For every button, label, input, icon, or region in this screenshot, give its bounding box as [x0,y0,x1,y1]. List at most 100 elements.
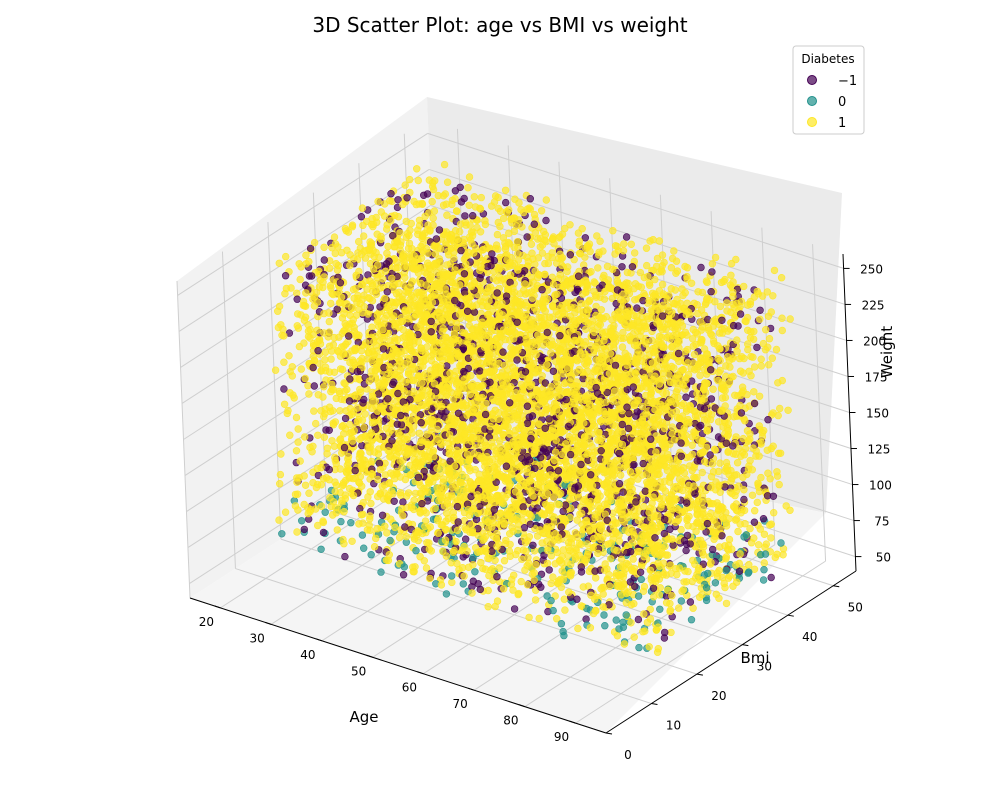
scatter-point [722,519,731,527]
scatter-point [409,404,417,412]
scatter-point [452,207,461,215]
scatter-point [346,420,354,429]
scatter-point [300,339,308,347]
scatter-point [428,182,437,191]
scatter-point [344,465,352,473]
scatter-point [414,338,423,346]
scatter-point [716,488,724,496]
scatter-point [404,489,413,497]
scatter-point [320,243,328,252]
grid-line-weight-left [178,169,430,332]
scatter-point [739,434,747,443]
scatter-point [476,228,485,236]
scatter-point [655,237,663,245]
scatter-point [587,268,595,276]
scatter-point [455,435,463,443]
scatter-point [483,262,492,271]
scatter-point [627,240,635,249]
scatter-point [761,346,770,354]
scatter-point [630,285,638,293]
scatter-point [738,505,746,514]
scatter-point [620,240,628,248]
scatter-point [729,300,737,308]
scatter-point [531,267,539,275]
scatter-point [749,335,758,343]
scatter-point [769,442,777,450]
scatter-point [775,404,784,413]
scatter-point [375,459,384,468]
scatter-point [432,235,441,243]
scatter-point [727,259,736,268]
scatter-point [423,190,432,198]
scatter-point [423,225,431,234]
scatter-point [304,382,312,390]
scatter-point [723,299,731,307]
scatter-point [341,414,350,423]
scatter-point [753,343,761,352]
scatter-point [341,225,350,233]
scatter-point [403,229,412,238]
scatter-point [392,290,401,298]
scatter-point [495,263,503,272]
scatter-point [570,255,578,264]
grid-line-bmi-floor [235,568,652,705]
scatter-point [310,238,319,247]
scatter-point [776,449,785,457]
scatter-point [366,344,375,352]
scatter-point [769,509,778,517]
scatter-point [786,315,794,323]
scatter-point [340,379,348,387]
scatter-point [333,266,342,274]
scatter-point [631,296,639,304]
scatter-point [777,274,786,282]
scatter-point [435,226,444,234]
scatter-point [544,259,553,268]
scatter-point [364,493,372,501]
scatter-point [347,518,355,527]
scatter-point [352,330,361,338]
scatter-point [328,289,336,298]
scatter-point [707,288,715,296]
scatter-point [421,212,429,221]
scatter-point [741,444,750,453]
scatter-point [746,435,754,443]
scatter-point [326,264,334,272]
scatter-point [313,464,321,473]
scatter-point [439,192,448,200]
scatter-point [523,233,531,241]
scatter-point [399,200,407,209]
scatter-point [763,288,771,296]
scatter-point [344,459,353,467]
scatter-point [286,431,294,439]
scatter-point [733,336,741,344]
scatter-point [723,467,732,475]
scatter-point [379,345,388,353]
scatter-point [619,247,628,255]
scatter-point [737,409,746,417]
scatter-point [394,213,403,221]
scatter-point [465,201,473,210]
scatter-point [736,310,745,318]
scatter-point [335,333,343,341]
scatter-point [355,375,363,383]
scatter-point [410,258,419,266]
scatter-point [373,274,381,282]
scatter-point [740,533,748,541]
scatter-point [759,339,768,348]
scatter-point [773,472,782,480]
scatter-point [383,225,391,233]
scatter-point [729,292,737,301]
scatter-point [608,265,617,273]
scatter-point [727,271,735,279]
scatter-point [464,184,472,192]
scatter-point [400,263,409,271]
scatter-point [519,251,527,260]
scatter-point [741,417,749,425]
scatter-point [729,372,737,381]
scatter-point [740,486,748,494]
scatter-point [401,181,409,189]
scatter-point [660,258,668,267]
scatter-point [742,317,750,326]
scatter-point [396,229,404,237]
